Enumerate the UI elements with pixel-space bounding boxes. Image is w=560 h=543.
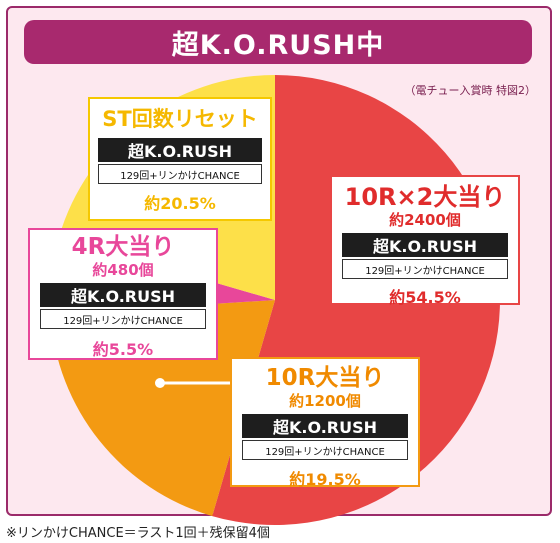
chart-note: （電チュー入賞時 特図2） (404, 84, 537, 97)
label-box-st-reset: ST回数リセット 超K.O.RUSH 129回+リンかけCHANCE 約20.5… (88, 97, 272, 221)
slice-name-10r-x2: 10R×2大当り (344, 183, 506, 211)
slice-cond-st-reset: 129回+リンかけCHANCE (98, 164, 262, 184)
leader-dot-10r (155, 378, 165, 388)
slice-name-4r: 4R大当り (71, 234, 175, 260)
slice-sub-10r: 約1200個 (289, 392, 361, 410)
label-box-4r: 4R大当り 約480個 超K.O.RUSH 129回+リンかけCHANCE 約5… (28, 228, 218, 360)
chart-title: 超K.O.RUSH中 (171, 29, 385, 61)
label-box-10r-x2: 10R×2大当り 約2400個 超K.O.RUSH 129回+リンかけCHANC… (330, 175, 520, 307)
slice-pct-10r-x2: 約54.5% (389, 288, 461, 307)
slice-pct-st-reset: 約20.5% (144, 194, 216, 213)
slice-cond-10r-x2: 129回+リンかけCHANCE (342, 259, 508, 279)
slice-mode-4r: 超K.O.RUSH (40, 283, 206, 307)
slice-mode-10r: 超K.O.RUSH (242, 414, 408, 438)
slice-name-10r: 10R大当り (265, 365, 385, 391)
slice-pct-10r: 約19.5% (289, 470, 361, 489)
slice-mode-10r-x2: 超K.O.RUSH (342, 233, 508, 257)
slice-cond-4r: 129回+リンかけCHANCE (40, 309, 206, 329)
title-bar: 超K.O.RUSH中 (24, 20, 532, 64)
slice-mode-st-reset: 超K.O.RUSH (98, 138, 262, 162)
slice-sub-10r-x2: 約2400個 (389, 211, 461, 229)
label-box-10r: 10R大当り 約1200個 超K.O.RUSH 129回+リンかけCHANCE … (230, 357, 420, 489)
footnote: ※リンかけCHANCE＝ラスト1回＋残保留4個 (6, 526, 270, 541)
slice-sub-4r: 約480個 (92, 261, 154, 279)
slice-cond-10r: 129回+リンかけCHANCE (242, 440, 408, 460)
slice-name-st-reset: ST回数リセット (102, 107, 258, 131)
slice-pct-4r: 約5.5% (92, 340, 154, 359)
